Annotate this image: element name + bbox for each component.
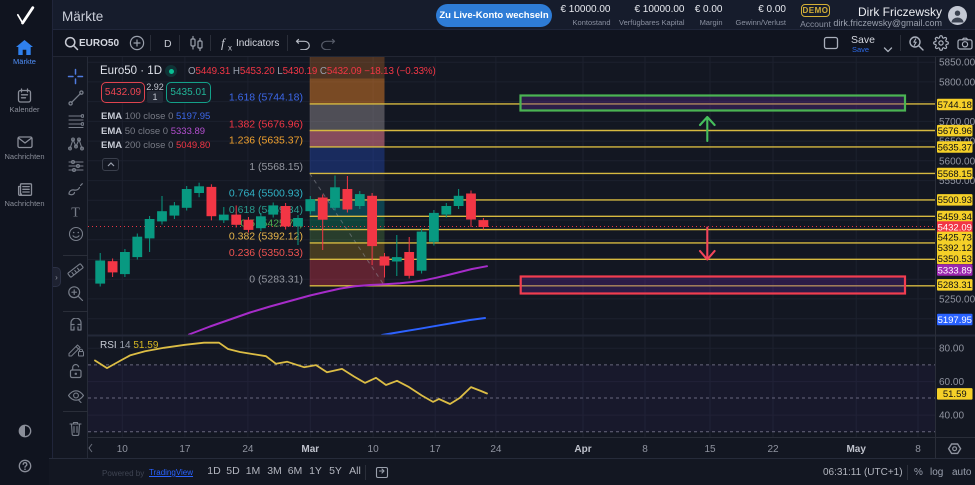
svg-text:0 (5283.31): 0 (5283.31)	[249, 274, 303, 286]
svg-text:x: x	[228, 44, 232, 53]
svg-text:5568.15: 5568.15	[938, 169, 972, 180]
svg-text:5550.00: 5550.00	[939, 176, 975, 187]
svg-text:5744.18: 5744.18	[938, 100, 972, 111]
svg-text:May: May	[846, 444, 866, 455]
svg-text:15: 15	[704, 444, 716, 455]
svg-text:0.236 (5350.53): 0.236 (5350.53)	[229, 247, 303, 259]
svg-text:10: 10	[117, 444, 129, 455]
svg-text:24: 24	[490, 444, 502, 455]
svg-text:51.59: 51.59	[943, 389, 967, 400]
svg-text:17: 17	[179, 444, 191, 455]
svg-text:T: T	[71, 206, 80, 220]
svg-text:24: 24	[242, 444, 254, 455]
svg-text:0.764 (5500.93): 0.764 (5500.93)	[229, 188, 303, 200]
svg-text:22: 22	[767, 444, 779, 455]
svg-text:0.382 (5392.12): 0.382 (5392.12)	[229, 231, 303, 243]
svg-text:40.00: 40.00	[939, 411, 964, 422]
svg-text:5459.34: 5459.34	[938, 212, 972, 223]
svg-text:17: 17	[430, 444, 442, 455]
svg-text:5600.00: 5600.00	[939, 156, 975, 167]
svg-text:5350.53: 5350.53	[938, 254, 972, 265]
svg-text:5500.93: 5500.93	[938, 195, 972, 206]
svg-text:5250.00: 5250.00	[939, 294, 975, 305]
svg-text:0.618 (5459.34): 0.618 (5459.34)	[229, 204, 303, 216]
svg-text:1.618 (5744.18): 1.618 (5744.18)	[229, 92, 303, 104]
svg-text:Apr: Apr	[574, 444, 591, 455]
svg-text:1 (5568.15): 1 (5568.15)	[249, 161, 303, 173]
svg-text:5283.31: 5283.31	[938, 280, 972, 291]
svg-text:5333.89: 5333.89	[938, 265, 972, 276]
svg-text:5850.00: 5850.00	[939, 58, 975, 69]
svg-text:1.236 (5635.37): 1.236 (5635.37)	[229, 135, 303, 147]
svg-text:8: 8	[642, 444, 648, 455]
svg-text:5800.00: 5800.00	[939, 77, 975, 88]
svg-text:5432.09: 5432.09	[938, 222, 972, 233]
svg-text:60.00: 60.00	[939, 377, 964, 388]
svg-text:5635.37: 5635.37	[938, 142, 972, 153]
svg-text:5392.12: 5392.12	[938, 243, 972, 254]
svg-text:5425.73: 5425.73	[938, 233, 972, 244]
svg-text:8: 8	[915, 444, 921, 455]
svg-text:10: 10	[368, 444, 380, 455]
svg-text:1.382 (5676.96): 1.382 (5676.96)	[229, 118, 303, 130]
svg-text:Mar: Mar	[301, 444, 319, 455]
svg-text:5676.96: 5676.96	[938, 126, 972, 137]
svg-text:80.00: 80.00	[939, 344, 964, 355]
svg-text:5197.95: 5197.95	[938, 315, 972, 326]
svg-text:f: f	[221, 36, 227, 51]
svg-text:5700.00: 5700.00	[939, 117, 975, 128]
